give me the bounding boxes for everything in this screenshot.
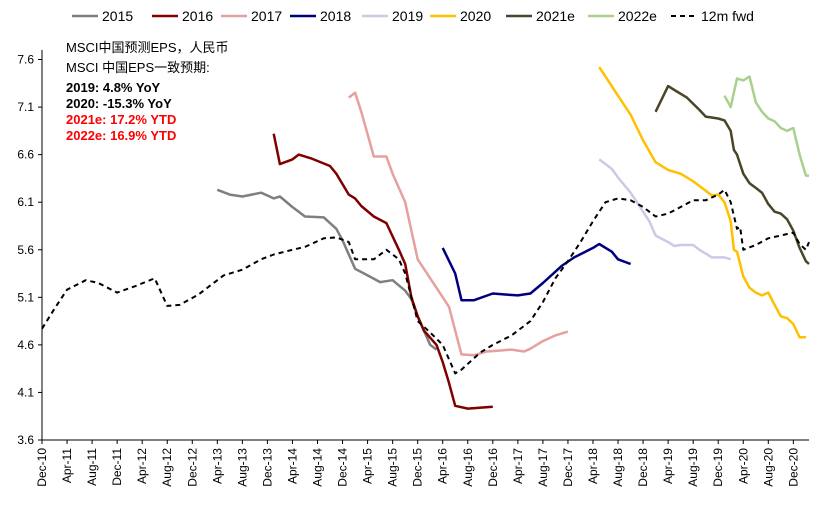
y-tick-label: 5.1 [17,290,34,304]
x-tick-label: Dec-14 [336,448,350,487]
series-line-2021e [654,84,810,265]
x-tick-label: Apr-18 [586,448,600,484]
x-tick-label: Apr-13 [210,448,224,484]
x-axis: Dec-10 Apr-11 Aug-11 Dec-11 Apr-12 Aug-12 Dec-… [35,439,809,487]
legend: 2015 2016 2017 2018 2019 2020 2021e 2022e 12m fw… [72,8,754,24]
x-tick-label: Aug-14 [310,448,324,487]
x-tick-label: Dec-16 [486,448,500,487]
legend-label-2016: 2016 [182,8,213,24]
x-tick-label: Apr-17 [511,448,525,484]
series-layer [41,66,810,410]
x-tick-label: Aug-20 [761,448,775,487]
legend-label-12m-fwd: 12m fwd [701,8,754,24]
x-tick-label: Dec-19 [711,448,725,487]
annotation-box: MSCI中国预测EPS，人民币 MSCI 中国EPS一致预期: 2019: 4.8%… [66,40,229,143]
x-tick-label: Aug-15 [386,448,400,487]
annotation-line: 2019: 4.8% YoY [66,80,161,95]
y-tick-label: 6.1 [17,195,34,209]
x-tick-label: Aug-16 [461,448,475,487]
series-line-2016 [272,133,493,410]
x-tick-label: Apr-11 [60,448,74,483]
x-tick-label: Aug-11 [85,448,99,486]
x-tick-label: Apr-16 [436,448,450,484]
series-line-2020 [598,66,806,339]
legend-label-2017: 2017 [251,8,282,24]
series-line-2022e [723,75,809,177]
x-tick-label: Aug-13 [235,448,249,487]
x-tick-label: Dec-20 [786,448,800,487]
legend-label-2022e: 2022e [618,8,657,24]
x-tick-label: Dec-15 [411,448,425,487]
annotation-line: MSCI中国预测EPS，人民币 [66,40,229,55]
series-line-2019 [598,158,732,261]
y-tick-label: 6.6 [17,148,34,162]
y-tick-label: 7.1 [17,100,34,114]
x-tick-label: Dec-18 [636,448,650,487]
x-tick-label: Dec-12 [185,448,199,487]
x-tick-label: Dec-10 [35,448,49,487]
x-tick-label: Apr-19 [661,448,675,484]
annotation-line: 2021e: 17.2% YTD [66,112,176,127]
legend-label-2019: 2019 [392,8,423,24]
legend-label-2015: 2015 [102,8,133,24]
x-tick-label: Apr-15 [361,448,375,484]
x-tick-label: Aug-12 [160,448,174,487]
legend-label-2018: 2018 [320,8,351,24]
y-tick-label: 4.1 [17,385,34,399]
x-tick-label: Aug-19 [686,448,700,487]
x-tick-label: Dec-17 [561,448,575,487]
legend-label-2020: 2020 [460,8,491,24]
annotation-line: 2020: -15.3% YoY [66,96,172,111]
x-tick-label: Apr-12 [135,448,149,484]
annotation-line: 2022e: 16.9% YTD [66,128,176,143]
x-tick-label: Aug-18 [611,448,625,487]
x-tick-label: Aug-17 [536,448,550,487]
y-tick-label: 5.6 [17,243,34,257]
y-axis: 3.6 4.1 4.6 5.1 5.6 6.1 6.6 7.1 7.6 [17,50,43,447]
series-line-2017 [348,91,569,357]
series-line-12m-fwd [41,188,810,375]
y-tick-label: 4.6 [17,338,34,352]
x-tick-label: Dec-13 [260,448,274,487]
x-tick-label: Dec-11 [110,448,124,486]
annotation-line: MSCI 中国EPS一致预期: [66,60,210,75]
y-tick-label: 7.6 [17,53,34,67]
legend-label-2021e: 2021e [536,8,575,24]
y-tick-label: 3.6 [17,433,34,447]
series-line-2018 [441,242,632,302]
x-tick-label: Apr-14 [285,448,299,484]
x-tick-label: Apr-20 [736,448,750,484]
